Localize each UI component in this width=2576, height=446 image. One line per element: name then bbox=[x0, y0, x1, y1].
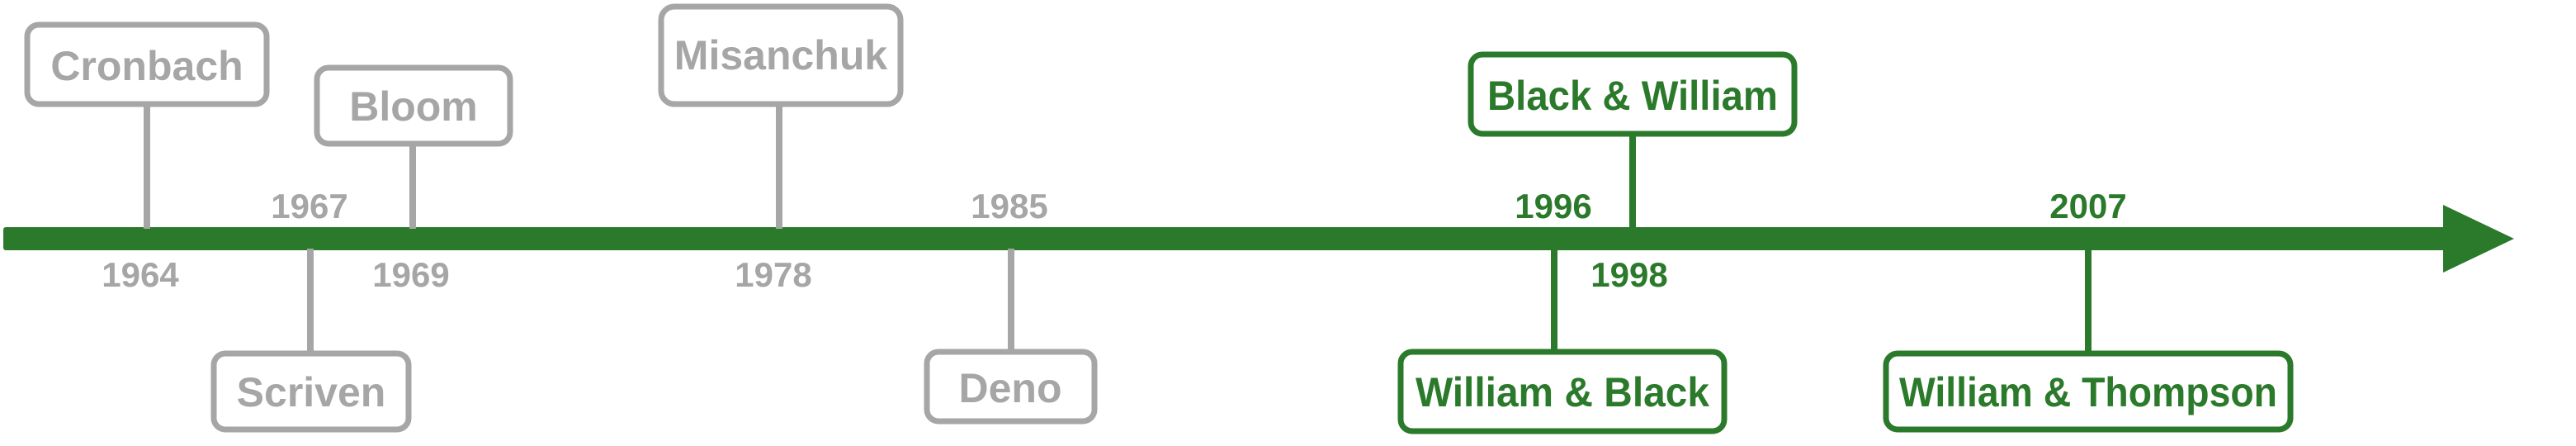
event-year: 2007 bbox=[2049, 187, 2126, 225]
event-box bbox=[658, 3, 904, 107]
event-box bbox=[314, 64, 513, 147]
event-year: 1996 bbox=[1515, 187, 1591, 225]
event-black-william: Black & William 1998 bbox=[1468, 51, 1798, 294]
event-label: William & Thompson bbox=[1899, 369, 2277, 415]
timeline-axis bbox=[3, 205, 2514, 273]
event-year: 1967 bbox=[271, 187, 347, 225]
event-william-thompson: William & Thompson 2007 bbox=[1883, 187, 2294, 433]
event-cronbach: Cronbach 1964 bbox=[24, 21, 270, 294]
event-box bbox=[1883, 350, 2294, 433]
event-year: 1969 bbox=[372, 255, 449, 294]
event-misanchuk: Misanchuk 1978 bbox=[658, 3, 904, 294]
event-bloom: Bloom 1969 bbox=[314, 64, 513, 294]
event-label: Black & William bbox=[1487, 73, 1778, 119]
event-box bbox=[24, 21, 270, 107]
event-year: 1964 bbox=[102, 255, 179, 294]
event-label: Misanchuk bbox=[674, 32, 888, 78]
event-label: Deno bbox=[959, 365, 1062, 411]
event-label: Scriven bbox=[237, 369, 386, 415]
event-label: William & Black bbox=[1416, 369, 1709, 415]
event-year: 1978 bbox=[735, 255, 811, 294]
event-deno: Deno 1985 bbox=[924, 187, 1098, 425]
event-box bbox=[1397, 349, 1728, 434]
event-scriven: Scriven 1967 bbox=[210, 187, 412, 433]
event-box bbox=[924, 349, 1098, 425]
event-box bbox=[1468, 51, 1798, 137]
timeline-arrowhead bbox=[2443, 205, 2514, 273]
event-year: 1985 bbox=[971, 187, 1047, 225]
timeline-axis-line bbox=[3, 227, 2455, 250]
event-box bbox=[210, 350, 412, 433]
event-year: 1998 bbox=[1591, 255, 1667, 294]
event-label: Bloom bbox=[349, 83, 478, 130]
event-william-black: William & Black 1996 bbox=[1397, 187, 1728, 434]
event-label: Cronbach bbox=[50, 43, 243, 89]
